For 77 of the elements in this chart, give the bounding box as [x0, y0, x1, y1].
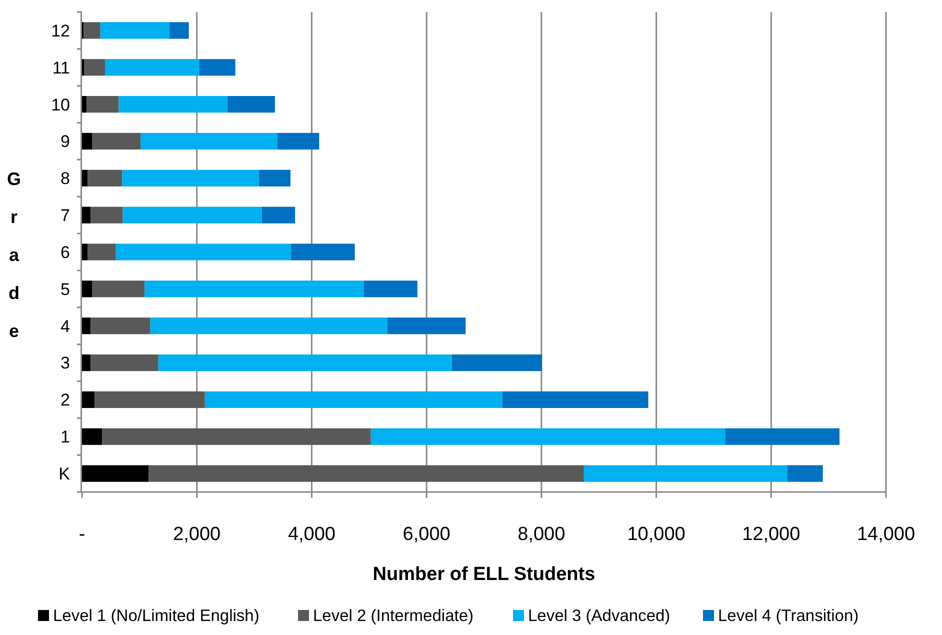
bar	[92, 280, 145, 298]
bar	[82, 354, 91, 372]
bar	[150, 318, 388, 334]
y-tick-label: 1	[60, 428, 70, 447]
bar	[82, 244, 88, 260]
x-tick-label: 14,000	[856, 524, 916, 545]
bar	[88, 170, 122, 186]
x-tick-label: 6,000	[402, 524, 450, 545]
x-tick-label: 4,000	[288, 524, 336, 545]
bar	[227, 96, 275, 113]
y-tick-label: 11	[52, 58, 70, 78]
bar	[82, 132, 92, 150]
legend-label: Level 3 (Advanced)	[528, 607, 670, 625]
y-axis-title: Grade	[6, 169, 22, 341]
bar	[787, 465, 823, 482]
y-tick-label: 4	[60, 316, 70, 336]
bar	[82, 170, 88, 186]
bar	[262, 206, 296, 224]
bar	[277, 132, 320, 150]
bar	[84, 59, 105, 76]
x-tick-label: 8,000	[518, 524, 566, 545]
bar	[82, 206, 91, 224]
bar	[158, 354, 452, 372]
x-axis-title: Number of ELL Students	[372, 564, 596, 585]
bar	[122, 206, 262, 224]
bar	[364, 280, 418, 298]
legend-label: Level 4 (Transition)	[718, 607, 859, 625]
bar	[258, 170, 290, 186]
bar	[122, 170, 259, 186]
bar	[82, 428, 102, 445]
x-tick-label: 12,000	[742, 524, 800, 545]
bar	[88, 244, 116, 260]
bar	[90, 318, 150, 334]
legend-label: Level 2 (Intermediate)	[313, 607, 474, 625]
bar	[94, 391, 205, 408]
y-tick-label: K	[58, 464, 71, 484]
bar	[148, 465, 584, 482]
bar	[82, 465, 149, 482]
bar	[92, 132, 141, 150]
bar	[82, 280, 92, 298]
y-tick-label: 6	[60, 242, 70, 262]
bar	[90, 206, 123, 224]
bar	[584, 465, 788, 482]
bar	[82, 318, 91, 334]
bar	[84, 22, 100, 39]
y-tick-label: 5	[60, 280, 70, 299]
bar	[199, 59, 236, 76]
bar	[90, 354, 158, 372]
bar	[140, 132, 278, 150]
y-tick-label: 9	[60, 132, 70, 152]
bar	[118, 96, 228, 113]
y-tick-label: 2	[60, 390, 70, 410]
bar	[169, 22, 189, 39]
y-tick-label: 10	[51, 95, 70, 114]
bar	[116, 244, 292, 260]
x-tick-label: -	[78, 524, 86, 545]
bar	[102, 428, 371, 445]
bar	[204, 391, 502, 408]
y-tick-label: 12	[51, 21, 70, 40]
bar	[100, 22, 170, 39]
bar	[725, 428, 840, 445]
bar	[370, 428, 726, 445]
y-tick-label: 3	[60, 354, 70, 373]
bar	[104, 59, 200, 76]
bar	[291, 244, 355, 260]
y-tick-label: 8	[60, 169, 70, 188]
y-tick-label: 7	[60, 206, 70, 226]
legend-label: Level 1 (No/Limited English)	[53, 607, 260, 625]
bar	[82, 96, 87, 113]
bar	[502, 391, 648, 408]
x-tick-label: 10,000	[627, 524, 686, 545]
bar	[388, 318, 466, 334]
bar	[452, 354, 542, 372]
x-tick-label: 2,000	[173, 524, 221, 545]
bar	[144, 280, 364, 298]
bar	[82, 391, 95, 408]
bar	[86, 96, 119, 113]
